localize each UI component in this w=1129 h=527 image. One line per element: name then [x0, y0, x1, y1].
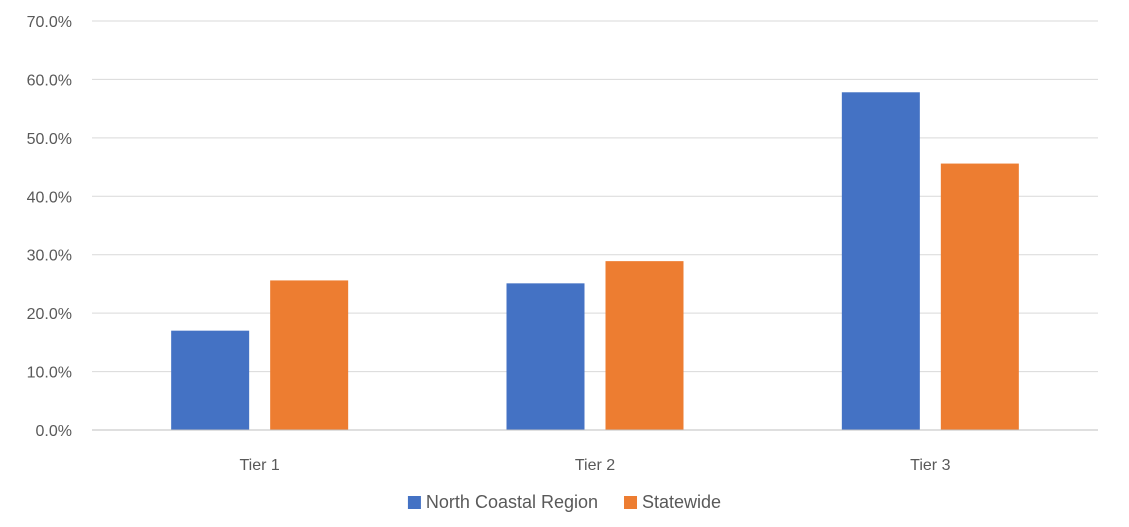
y-tick-label: 40.0% — [27, 189, 72, 206]
y-tick-label: 30.0% — [27, 248, 72, 265]
x-tick-label: Tier 3 — [910, 457, 950, 474]
y-tick-label: 60.0% — [27, 72, 72, 89]
bar-statewide-tier-1 — [270, 280, 349, 430]
bars — [171, 92, 1019, 430]
bar-north-coastal-region-tier-1 — [171, 330, 250, 430]
x-tick-label: Tier 2 — [575, 457, 615, 474]
bar-statewide-tier-3 — [940, 163, 1019, 430]
y-tick-label: 0.0% — [36, 423, 72, 440]
y-tick-label: 20.0% — [27, 306, 72, 323]
bar-statewide-tier-2 — [605, 261, 684, 430]
legend-swatch — [407, 496, 421, 509]
legend-swatch — [624, 496, 638, 509]
x-axis-tick-labels: Tier 1 Tier 2 Tier 3 — [240, 457, 951, 474]
legend-label: North Coastal Region — [426, 492, 598, 512]
y-tick-label: 10.0% — [27, 365, 72, 382]
x-tick-label: Tier 1 — [240, 457, 280, 474]
y-tick-label: 70.0% — [27, 14, 72, 31]
legend-label: Statewide — [642, 492, 721, 512]
bar-north-coastal-region-tier-3 — [841, 92, 920, 430]
y-tick-label: 50.0% — [27, 131, 72, 148]
legend: North Coastal Region Statewide — [407, 492, 721, 512]
gridlines — [92, 20, 1098, 373]
y-axis-tick-labels: 0.0% 10.0% 20.0% 30.0% 40.0% 50.0% 60.0% 70.0% — [27, 14, 72, 440]
bar-north-coastal-region-tier-2 — [506, 283, 585, 430]
